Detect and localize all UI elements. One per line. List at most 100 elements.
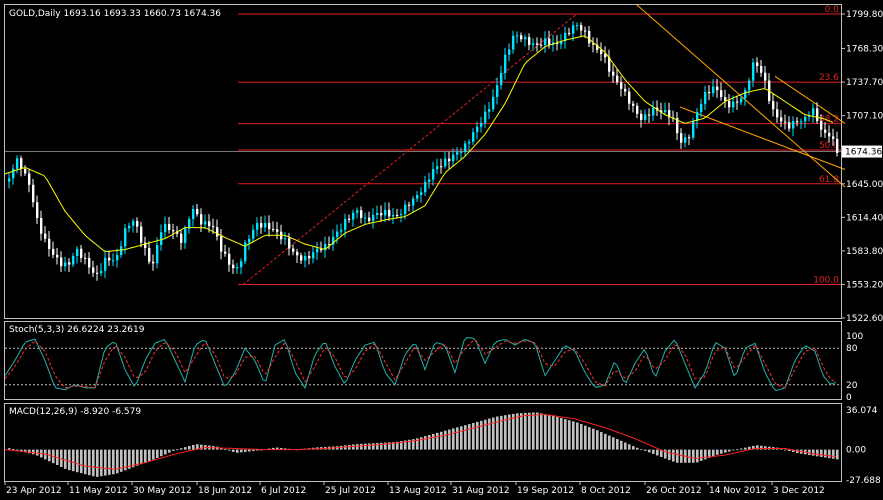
candle-bull [192,208,195,220]
macd-bar [568,420,571,450]
candle-bull [476,126,479,133]
macd-bar [604,433,607,450]
candle-bear [20,158,23,169]
macd-bar [364,443,367,450]
candle-bull [752,62,755,81]
candle-bull [120,246,123,256]
candle-bear [44,233,47,239]
candle-bear [396,214,399,216]
candle-bull [392,214,395,217]
candle-bull [432,169,435,180]
macd-bar [132,449,135,468]
right-resistance-trendline [774,75,846,124]
candle-bull [340,229,343,232]
macd-bar [660,449,663,458]
candle-bull [344,218,347,230]
macd-bar [116,449,119,474]
candle-bear [536,43,539,45]
candle-bear [620,82,623,89]
candle-bear [520,35,523,40]
time-axis: 23 Apr 2012 11 May 2012 30 May 2012 18 Jun … [4,481,825,496]
candle-bull [404,204,407,215]
candle-bull [312,252,315,259]
stoch-k-line [4,336,837,392]
candle-bear [260,223,263,228]
macd-bar [792,449,795,453]
macd-bar [436,432,439,450]
candle-bull [496,85,499,97]
candle-bull [164,224,167,233]
candle-bear [716,86,719,91]
time-tick-label: 31 Aug 2012 [452,486,510,496]
fib-base-trendline [242,13,578,286]
macd-bar [432,433,435,450]
candle-bull [420,192,423,196]
macd-bar [176,449,179,451]
macd-bar [672,449,675,462]
candle-bear [724,97,727,101]
macd-bar [716,449,719,455]
candle-bull [416,195,419,199]
candle-bull [248,238,251,243]
macd-bar [784,449,787,451]
macd-bar [440,431,443,450]
candle-bear [632,103,635,106]
macd-bar [260,449,263,451]
candle-bear [180,233,183,243]
macd-bar [104,449,107,476]
candle-bull [400,214,403,216]
stoch-d-line [4,340,837,389]
candle-bear [736,101,739,103]
candlesticks [8,21,839,281]
macd-bar [732,449,735,451]
macd-bar [820,449,823,457]
candle-bull [132,221,135,226]
macd-bar [108,449,111,475]
macd-bar [468,424,471,450]
candle-bull [492,96,495,110]
candle-bull [504,54,507,73]
macd-bar [836,449,839,460]
stochastic-lines [4,336,841,392]
fibonacci-levels: 0.0 23.6 38.2 50.0 61.8 100.0 [5,5,841,285]
candle-bear [720,90,723,98]
macd-bar [464,425,467,450]
macd-bar [548,415,551,450]
candle-bull [700,103,703,113]
candle-bull [160,232,163,245]
candle-bull [188,219,191,229]
macd-bar [164,449,167,455]
candle-bear [528,37,531,45]
candle-bear [660,110,663,113]
macd-bar [88,449,91,476]
macd-bar [484,419,487,450]
candle-bull [372,215,375,222]
macd-bar [676,449,679,463]
stoch-title: Stoch(5,3,3) 26.6224 23.2619 [9,325,145,335]
macd-bar [160,449,163,457]
candle-bull [324,244,327,251]
candle-bear [600,49,603,54]
candle-bull [508,49,511,55]
macd-bar [740,448,743,450]
macd-bar [780,448,783,450]
candle-bull [572,25,575,34]
candle-bear [268,222,271,230]
candle-bull [236,267,239,269]
macd-bar [8,448,11,450]
macd-bar [392,442,395,450]
candle-bear [148,248,151,262]
candle-bear [636,105,639,114]
macd-bar [668,449,671,461]
macd-bar [700,449,703,461]
candle-bull [692,120,695,138]
moving-average [4,35,834,253]
candle-bear [60,257,63,267]
fib-level-label: 23.6 [819,73,839,83]
candle-bear [40,218,43,234]
macd-histogram [4,412,839,477]
candle-bull [124,228,127,247]
candle-bear [272,229,275,231]
macd-bar [188,446,191,450]
